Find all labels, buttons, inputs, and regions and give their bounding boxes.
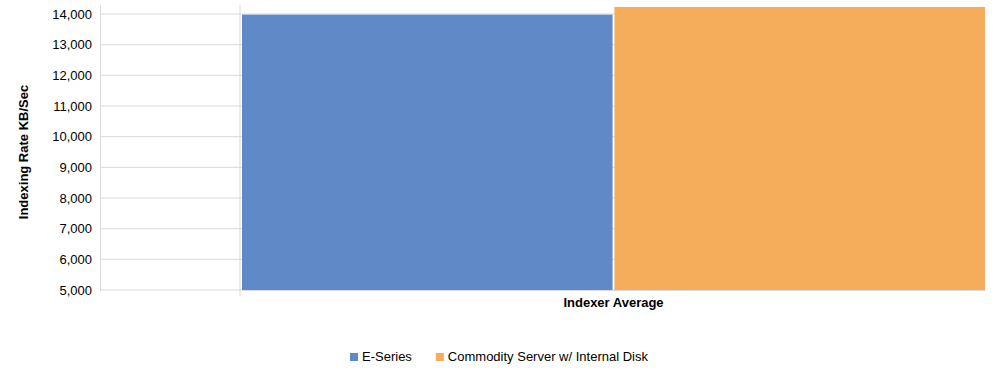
y-tick: 11,000 xyxy=(53,99,100,114)
x-tick: Indexer Average xyxy=(563,290,663,310)
legend-item: E-Series xyxy=(350,349,412,364)
legend-swatch xyxy=(436,353,444,361)
y-tick-label: 13,000 xyxy=(52,37,92,52)
y-tick: 7,000 xyxy=(59,221,100,236)
y-tick-label: 12,000 xyxy=(52,68,92,83)
y-tick-label: 7,000 xyxy=(59,221,92,236)
x-tick-label: Indexer Average xyxy=(563,295,663,310)
y-tick: 14,000 xyxy=(52,7,100,22)
legend: E-Series Commodity Server w/ Internal Dis… xyxy=(350,349,648,364)
legend-swatch xyxy=(350,353,358,361)
y-axis-title: Indexing Rate KB/Sec xyxy=(16,85,31,219)
y-tick-label: 8,000 xyxy=(59,191,92,206)
y-tick-label: 5,000 xyxy=(59,283,92,298)
y-tick: 5,000 xyxy=(59,283,100,298)
y-tick-label: 14,000 xyxy=(52,7,92,22)
bar xyxy=(614,7,985,290)
y-axis: 5,000 6,000 7,000 8,000 9,000 10,000 11,000 12,… xyxy=(52,5,100,297)
y-tick-label: 10,000 xyxy=(52,129,92,144)
x-axis: Indexer Average xyxy=(243,290,986,310)
legend-item: Commodity Server w/ Internal Disk xyxy=(436,349,649,364)
y-tick: 6,000 xyxy=(59,252,100,267)
y-tick-label: 6,000 xyxy=(59,252,92,267)
x-axis-line xyxy=(243,290,986,291)
legend-label: E-Series xyxy=(362,349,412,364)
y-tick-label: 9,000 xyxy=(59,160,92,175)
bar xyxy=(242,15,613,290)
y-tick: 8,000 xyxy=(59,191,100,206)
y-tick: 10,000 xyxy=(52,129,100,144)
legend-label: Commodity Server w/ Internal Disk xyxy=(448,349,649,364)
y-tick-label: 11,000 xyxy=(53,99,92,114)
y-tick: 9,000 xyxy=(59,160,100,175)
y-axis-line xyxy=(100,5,101,290)
bars xyxy=(242,7,985,290)
y-tick: 12,000 xyxy=(52,68,100,83)
chart: 5,000 6,000 7,000 8,000 9,000 10,000 11,000 12,… xyxy=(0,0,998,391)
plot-divider xyxy=(240,5,241,296)
y-tick: 13,000 xyxy=(52,37,100,52)
